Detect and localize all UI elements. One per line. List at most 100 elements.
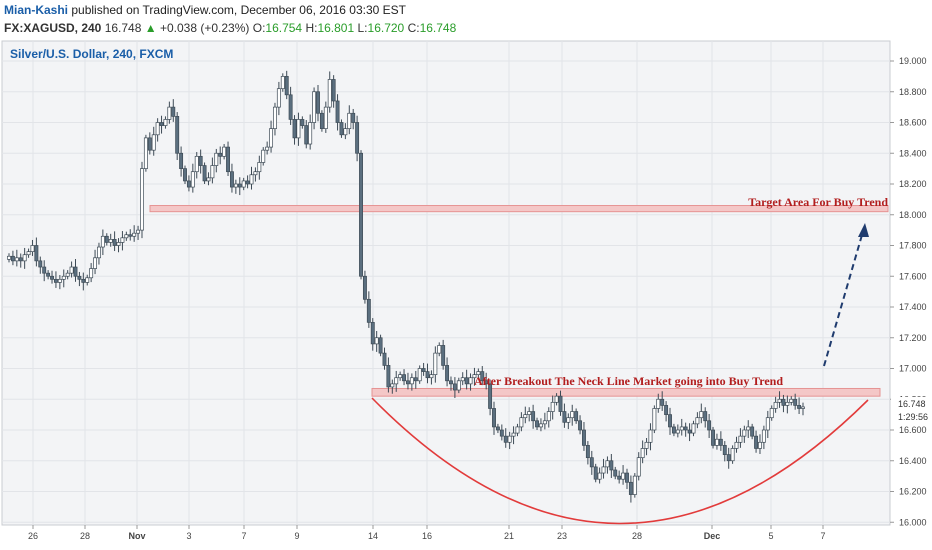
candle-body	[171, 106, 176, 117]
candle-body	[69, 266, 74, 274]
candle-body	[327, 79, 332, 108]
price-chart[interactable]: 19.000 18.800 18.600 18.400 18.200 18.000 17.8…	[0, 38, 932, 550]
candle-body	[417, 368, 422, 382]
candle-body	[468, 377, 473, 385]
candle-body	[746, 426, 751, 431]
candle-body	[167, 106, 172, 120]
candle-body	[292, 119, 297, 139]
candle-body	[589, 457, 594, 468]
candle-body	[312, 91, 317, 123]
candle-body	[769, 408, 774, 419]
candle-body	[159, 122, 164, 126]
candle-body	[722, 445, 727, 455]
candle-body	[14, 257, 19, 262]
candle-body	[155, 122, 160, 136]
candle-body	[480, 371, 485, 382]
candle-body	[718, 438, 723, 446]
candle-body	[93, 257, 97, 269]
candle-body	[97, 246, 101, 259]
symbol-label[interactable]: FX:XAGUSD, 240	[4, 21, 102, 35]
candle-body	[691, 423, 696, 434]
candle-body	[738, 435, 743, 443]
candle-body	[628, 481, 633, 495]
candle-body	[343, 128, 348, 136]
candle-body	[53, 278, 58, 283]
candle-body	[449, 380, 453, 385]
candle-body	[562, 411, 567, 423]
candle-body	[632, 475, 637, 495]
candle-body	[601, 466, 606, 474]
candle-body	[538, 423, 543, 428]
candle-body	[484, 380, 489, 385]
candle-body	[793, 398, 798, 406]
candles	[7, 70, 805, 503]
last-price: 16.748	[104, 21, 142, 35]
y-tick-label: 17.600	[899, 271, 927, 281]
neckline-breakout-label: After Breakout The Neck Line Market goin…	[474, 374, 783, 388]
x-tick-label: 16	[422, 531, 432, 541]
candle-body	[124, 234, 129, 239]
x-tick-label: 28	[632, 531, 642, 541]
price-axis[interactable]: 19.000 18.800 18.600 18.400 18.200 18.000 17.8…	[890, 56, 927, 527]
candle-body	[304, 125, 309, 145]
candle-body	[249, 174, 254, 185]
candle-body	[237, 183, 242, 188]
candle-body	[801, 406, 805, 409]
author-link[interactable]: Mian-Kashi	[4, 3, 69, 17]
candle-body	[10, 255, 15, 262]
candle-body	[22, 254, 27, 262]
up-arrow-icon: ▲	[144, 21, 157, 35]
candle-body	[335, 100, 340, 123]
candle-body	[773, 401, 778, 409]
candle-body	[515, 426, 520, 434]
candle-body	[257, 162, 262, 173]
x-tick-label: 5	[768, 531, 773, 541]
y-tick-label: 16.000	[899, 517, 927, 527]
low-label: L:	[357, 21, 368, 35]
candle-body	[507, 435, 512, 443]
candle-body	[42, 266, 47, 274]
x-tick-label: Nov	[128, 531, 145, 541]
candle-body	[566, 417, 571, 423]
close-value: 16.748	[419, 21, 457, 35]
time-axis[interactable]: 26 28 Nov 3 7 9 14 16 21 23 28 Dec 5 7	[28, 525, 826, 541]
candle-body	[683, 426, 688, 431]
candle-body	[472, 374, 477, 379]
candle-body	[30, 245, 35, 253]
high-label: H:	[305, 21, 318, 35]
candle-body	[617, 475, 622, 480]
candle-body	[429, 374, 434, 379]
candle-body	[18, 257, 23, 262]
candle-body	[34, 245, 39, 262]
candle-body	[183, 168, 187, 182]
countdown-label: 1:29:56	[898, 412, 928, 422]
low-value: 16.720	[367, 21, 405, 35]
candle-body	[703, 411, 708, 422]
candle-body	[781, 398, 786, 406]
candle-body	[241, 180, 246, 188]
candle-body	[554, 395, 559, 403]
candle-body	[7, 255, 11, 260]
candle-body	[269, 128, 274, 148]
candle-body	[456, 380, 461, 391]
candle-body	[644, 441, 649, 449]
candle-body	[136, 229, 141, 234]
plot-area[interactable]	[1, 40, 891, 526]
candle-body	[233, 183, 238, 188]
x-tick-label: 14	[368, 531, 378, 541]
candle-body	[140, 168, 144, 231]
candle-body	[366, 298, 371, 323]
candle-body	[143, 137, 148, 169]
candle-body	[89, 268, 94, 279]
x-tick-label: 26	[28, 531, 38, 541]
candle-body	[476, 371, 481, 376]
candle-body	[370, 322, 375, 345]
candle-body	[296, 119, 301, 139]
candle-body	[120, 237, 125, 243]
candle-body	[202, 165, 207, 182]
candle-body	[519, 417, 524, 428]
publish-info: published on TradingView.com, December 0…	[71, 3, 407, 17]
publish-line: Mian-Kashi published on TradingView.com,…	[4, 3, 932, 17]
candle-body	[609, 460, 614, 471]
y-tick-label: 19.000	[899, 56, 927, 66]
